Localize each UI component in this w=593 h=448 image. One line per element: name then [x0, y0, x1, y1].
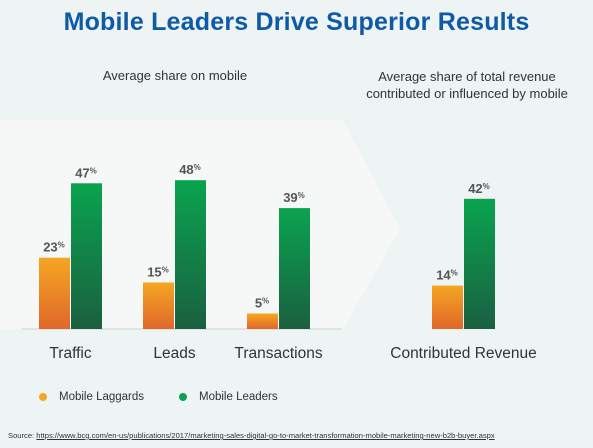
- data-label-mobile-leaders-contributed-revenue: 42%: [468, 181, 490, 196]
- category-label-transactions: Transactions: [234, 345, 322, 362]
- source-label: Source:: [8, 431, 35, 440]
- source-link[interactable]: https://www.bcg.com/en-us/publications/2…: [36, 431, 495, 440]
- subtitle-revenue-share: Average share of total revenue contribut…: [366, 69, 568, 101]
- category-label-contributed-revenue: Contributed Revenue: [390, 345, 537, 362]
- data-label-mobile-leaders-transactions: 39%: [283, 190, 305, 205]
- chart-title: Mobile Leaders Drive Superior Results: [63, 8, 530, 36]
- bar-mobile-laggards-contributed-revenue: [432, 285, 463, 329]
- bar-mobile-leaders-traffic: [71, 183, 102, 329]
- bar-mobile-leaders-transactions: [279, 208, 310, 329]
- data-label-mobile-laggards-contributed-revenue: 14%: [436, 268, 458, 283]
- category-label-leads: Leads: [153, 345, 195, 362]
- data-label-mobile-laggards-transactions: 5%: [255, 296, 269, 311]
- bar-mobile-laggards-transactions: [247, 313, 278, 329]
- subtitle-average-share-on-mobile: Average share on mobile: [102, 68, 248, 83]
- bar-mobile-laggards-traffic: [39, 257, 70, 329]
- source-note: Source: https://www.bcg.com/en-us/public…: [8, 431, 593, 440]
- data-label-mobile-leaders-traffic: 47%: [75, 165, 97, 180]
- legend-label-mobile-leaders: Mobile Leaders: [199, 391, 278, 403]
- bar-mobile-laggards-leads: [143, 282, 174, 329]
- data-label-mobile-laggards-leads: 15%: [147, 265, 169, 280]
- legend-mobile-laggards: Mobile Laggards: [39, 391, 144, 403]
- bar-mobile-leaders-leads: [175, 180, 206, 329]
- legend-dot-green: [179, 393, 187, 401]
- category-label-traffic: Traffic: [49, 345, 91, 362]
- bar-mobile-leaders-contributed-revenue: [464, 198, 495, 329]
- data-label-mobile-laggards-traffic: 23%: [43, 240, 65, 255]
- legend-mobile-leaders: Mobile Leaders: [179, 391, 278, 403]
- legend-dot-orange: [39, 393, 47, 401]
- legend-label-mobile-laggards: Mobile Laggards: [59, 391, 145, 403]
- data-label-mobile-leaders-leads: 48%: [179, 162, 201, 177]
